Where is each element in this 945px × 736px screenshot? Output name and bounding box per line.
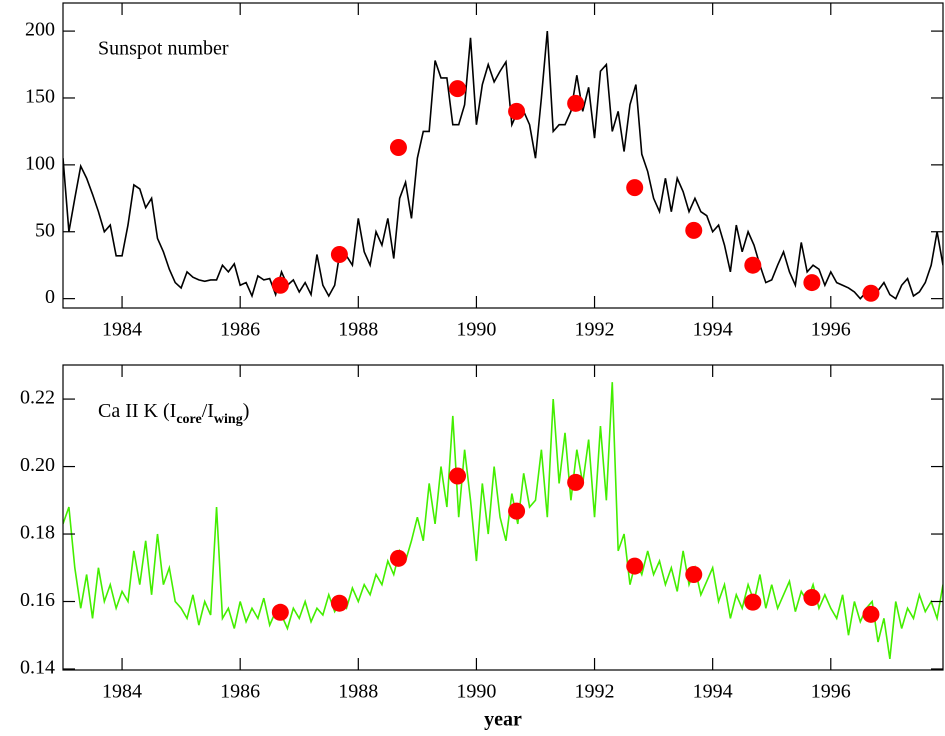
x-tick-label: 1986 bbox=[220, 681, 260, 703]
x-tick-label: 1986 bbox=[220, 319, 260, 341]
x-tick-label: 1996 bbox=[811, 681, 851, 703]
x-tick-label: 1992 bbox=[575, 681, 615, 703]
y-tick-label: 100 bbox=[25, 152, 55, 174]
data-point bbox=[803, 588, 821, 606]
y-tick-label: 0.20 bbox=[20, 454, 55, 476]
title-subscript: core bbox=[176, 412, 201, 427]
y-tick-label: 50 bbox=[35, 219, 55, 241]
plot-area bbox=[63, 382, 943, 659]
data-point bbox=[567, 473, 585, 491]
title-part: /I bbox=[202, 400, 214, 422]
data-point bbox=[508, 502, 526, 520]
x-tick-label: 1984 bbox=[102, 319, 142, 341]
data-point bbox=[626, 179, 644, 197]
y-tick-label: 0 bbox=[45, 286, 55, 308]
title-part: Ca II K (I bbox=[98, 400, 176, 422]
y-tick-label: 0.16 bbox=[20, 589, 55, 611]
data-point bbox=[862, 284, 880, 302]
data-point bbox=[271, 603, 289, 621]
panel-title: Sunspot number bbox=[98, 38, 229, 60]
y-tick-label: 0.22 bbox=[20, 387, 55, 409]
data-point bbox=[685, 221, 703, 239]
plot-frame bbox=[62, 2, 944, 309]
data-point bbox=[803, 274, 821, 292]
title-subscript: wing bbox=[214, 412, 243, 427]
data-point bbox=[862, 605, 880, 623]
data-point bbox=[389, 549, 407, 567]
plot-area bbox=[63, 31, 943, 300]
data-point bbox=[449, 467, 467, 485]
data-point bbox=[271, 276, 289, 294]
panel-title: Ca II K (Icore/Iwing) bbox=[98, 400, 249, 427]
data-line bbox=[63, 382, 943, 659]
y-tick-label: 200 bbox=[25, 19, 55, 41]
x-tick-label: 1992 bbox=[575, 319, 615, 341]
x-tick-label: 1994 bbox=[693, 681, 733, 703]
x-tick-label: 1994 bbox=[693, 319, 733, 341]
y-tick-label: 0.18 bbox=[20, 522, 55, 544]
x-tick-label: 1990 bbox=[456, 319, 496, 341]
x-axis-label: year bbox=[484, 709, 522, 731]
data-point bbox=[330, 245, 348, 263]
x-tick-label: 1988 bbox=[338, 681, 378, 703]
data-line bbox=[63, 31, 943, 300]
plot-frame bbox=[62, 364, 944, 671]
data-point bbox=[449, 80, 467, 98]
data-point bbox=[389, 138, 407, 156]
x-tick-label: 1990 bbox=[456, 681, 496, 703]
x-tick-label: 1996 bbox=[811, 319, 851, 341]
y-tick-label: 0.14 bbox=[20, 657, 55, 679]
data-point bbox=[567, 94, 585, 112]
x-tick-label: 1984 bbox=[102, 681, 142, 703]
data-point bbox=[744, 256, 762, 274]
data-point bbox=[744, 593, 762, 611]
y-tick-label: 150 bbox=[25, 86, 55, 108]
data-point bbox=[508, 102, 526, 120]
data-point bbox=[626, 557, 644, 575]
x-tick-label: 1988 bbox=[338, 319, 378, 341]
data-point bbox=[685, 566, 703, 584]
data-point bbox=[330, 594, 348, 612]
title-part: ) bbox=[243, 400, 250, 422]
